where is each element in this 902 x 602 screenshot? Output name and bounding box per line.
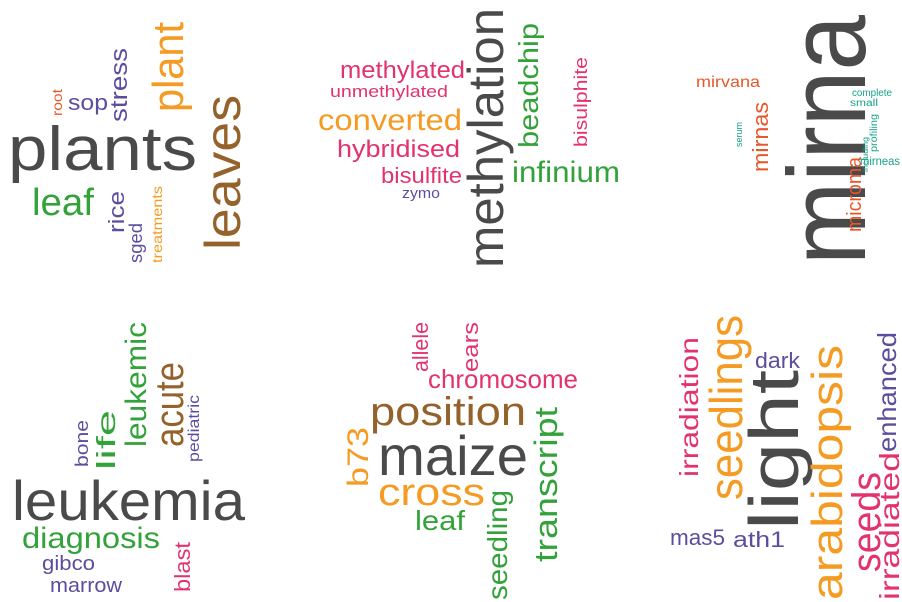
word: bisulfite bbox=[381, 163, 462, 188]
word: leukemia bbox=[12, 469, 246, 532]
word: mas5 bbox=[670, 525, 725, 550]
word: converted bbox=[318, 104, 462, 137]
word: serum bbox=[734, 122, 744, 147]
word: light bbox=[735, 370, 813, 530]
word: bisulphite bbox=[571, 57, 591, 147]
word: plant bbox=[144, 22, 193, 112]
word: profiling bbox=[869, 114, 880, 152]
word: root bbox=[49, 89, 65, 116]
word: sop bbox=[68, 90, 108, 115]
word: plants bbox=[8, 115, 197, 184]
word: cross bbox=[378, 472, 485, 514]
word: leaf bbox=[415, 505, 465, 536]
word: small bbox=[850, 98, 878, 109]
word: position bbox=[370, 390, 526, 434]
word: seedlings bbox=[700, 315, 752, 500]
word: stress bbox=[106, 48, 133, 122]
word: marrow bbox=[50, 575, 123, 597]
word: microma bbox=[844, 156, 866, 232]
word: transcript bbox=[528, 407, 564, 562]
word: mirna bbox=[766, 14, 889, 265]
word: methylation bbox=[458, 8, 514, 268]
word: treatments bbox=[149, 186, 165, 263]
word: blast bbox=[170, 542, 195, 592]
word: gibco bbox=[42, 553, 95, 575]
word: seedling bbox=[482, 490, 513, 600]
word: irradiation bbox=[674, 337, 704, 477]
word: arabidopsis bbox=[803, 345, 852, 600]
word: beadchip bbox=[513, 23, 544, 148]
word: chromosome bbox=[428, 364, 578, 394]
word: ears bbox=[458, 322, 483, 372]
word: leaf bbox=[32, 182, 94, 224]
word: seeds bbox=[845, 472, 889, 572]
word: complete bbox=[852, 88, 892, 99]
word: rice bbox=[104, 191, 129, 233]
word: hybridised bbox=[337, 136, 460, 163]
word: sged bbox=[126, 223, 146, 263]
word: leaves bbox=[195, 95, 251, 250]
word: pediatric bbox=[186, 395, 203, 462]
word: diagnosis bbox=[22, 522, 160, 555]
word-cloud: mirna mirvana mirnas serum microma completesm… bbox=[696, 14, 900, 265]
word: allele bbox=[408, 322, 433, 372]
word: b73 bbox=[342, 427, 375, 487]
word: irradiated bbox=[874, 452, 902, 600]
word: including bbox=[861, 137, 870, 172]
word: ath1 bbox=[733, 527, 785, 552]
word: acute bbox=[148, 362, 192, 447]
word: bone bbox=[72, 420, 92, 467]
word: leukemic bbox=[120, 322, 153, 447]
word: unmethylated bbox=[330, 82, 448, 101]
word: mirnas bbox=[748, 102, 773, 172]
word: mirneas bbox=[860, 154, 900, 168]
word: maize bbox=[378, 424, 528, 487]
word: enhanced bbox=[872, 332, 902, 452]
word: life bbox=[91, 410, 121, 470]
word: infinium bbox=[512, 156, 620, 189]
word: dark bbox=[755, 348, 801, 373]
word: mirvana bbox=[696, 74, 760, 91]
word: zymo bbox=[402, 185, 440, 202]
word: methylated bbox=[340, 57, 465, 84]
